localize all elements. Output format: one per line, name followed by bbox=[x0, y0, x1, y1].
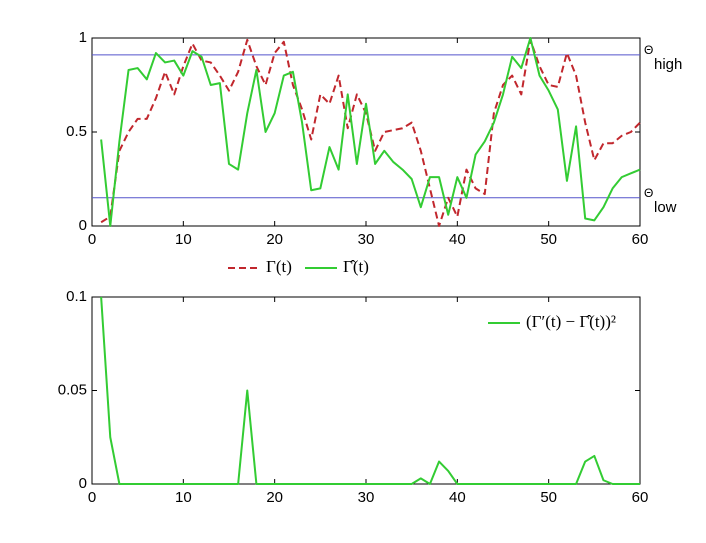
x-tick-label: 10 bbox=[175, 489, 192, 506]
x-tick-label: 30 bbox=[358, 231, 375, 248]
threshold-subscript: low bbox=[654, 199, 677, 216]
x-tick-label: 40 bbox=[449, 231, 466, 248]
data-line bbox=[100, 37, 641, 227]
legend-label: Γ̂(t) bbox=[343, 257, 369, 276]
legend-label: Γ(t) bbox=[266, 257, 292, 276]
y-tick-label: 0.05 bbox=[58, 381, 87, 398]
y-tick-label: 1 bbox=[79, 29, 87, 46]
x-tick-label: 40 bbox=[449, 489, 466, 506]
y-tick-label: 0.5 bbox=[66, 123, 87, 140]
y-tick-label: 0 bbox=[79, 217, 87, 234]
x-tick-label: 20 bbox=[266, 489, 283, 506]
x-tick-label: 10 bbox=[175, 231, 192, 248]
x-tick-label: 30 bbox=[358, 489, 375, 506]
x-tick-label: 0 bbox=[88, 231, 96, 248]
data-line bbox=[100, 296, 640, 485]
x-tick-label: 50 bbox=[540, 231, 557, 248]
x-tick-label: 0 bbox=[88, 489, 96, 506]
y-tick-label: 0.1 bbox=[66, 288, 87, 305]
threshold-symbol: Θ bbox=[644, 43, 653, 57]
legend-label: (Γ′(t) − Γ̂(t))² bbox=[526, 312, 616, 331]
threshold-symbol: Θ bbox=[644, 186, 653, 200]
threshold-subscript: high bbox=[654, 56, 682, 73]
x-tick-label: 50 bbox=[540, 489, 557, 506]
x-tick-label: 60 bbox=[632, 489, 649, 506]
y-tick-label: 0 bbox=[79, 475, 87, 492]
plot-area bbox=[91, 296, 641, 485]
x-tick-label: 60 bbox=[632, 231, 649, 248]
x-tick-label: 20 bbox=[266, 231, 283, 248]
